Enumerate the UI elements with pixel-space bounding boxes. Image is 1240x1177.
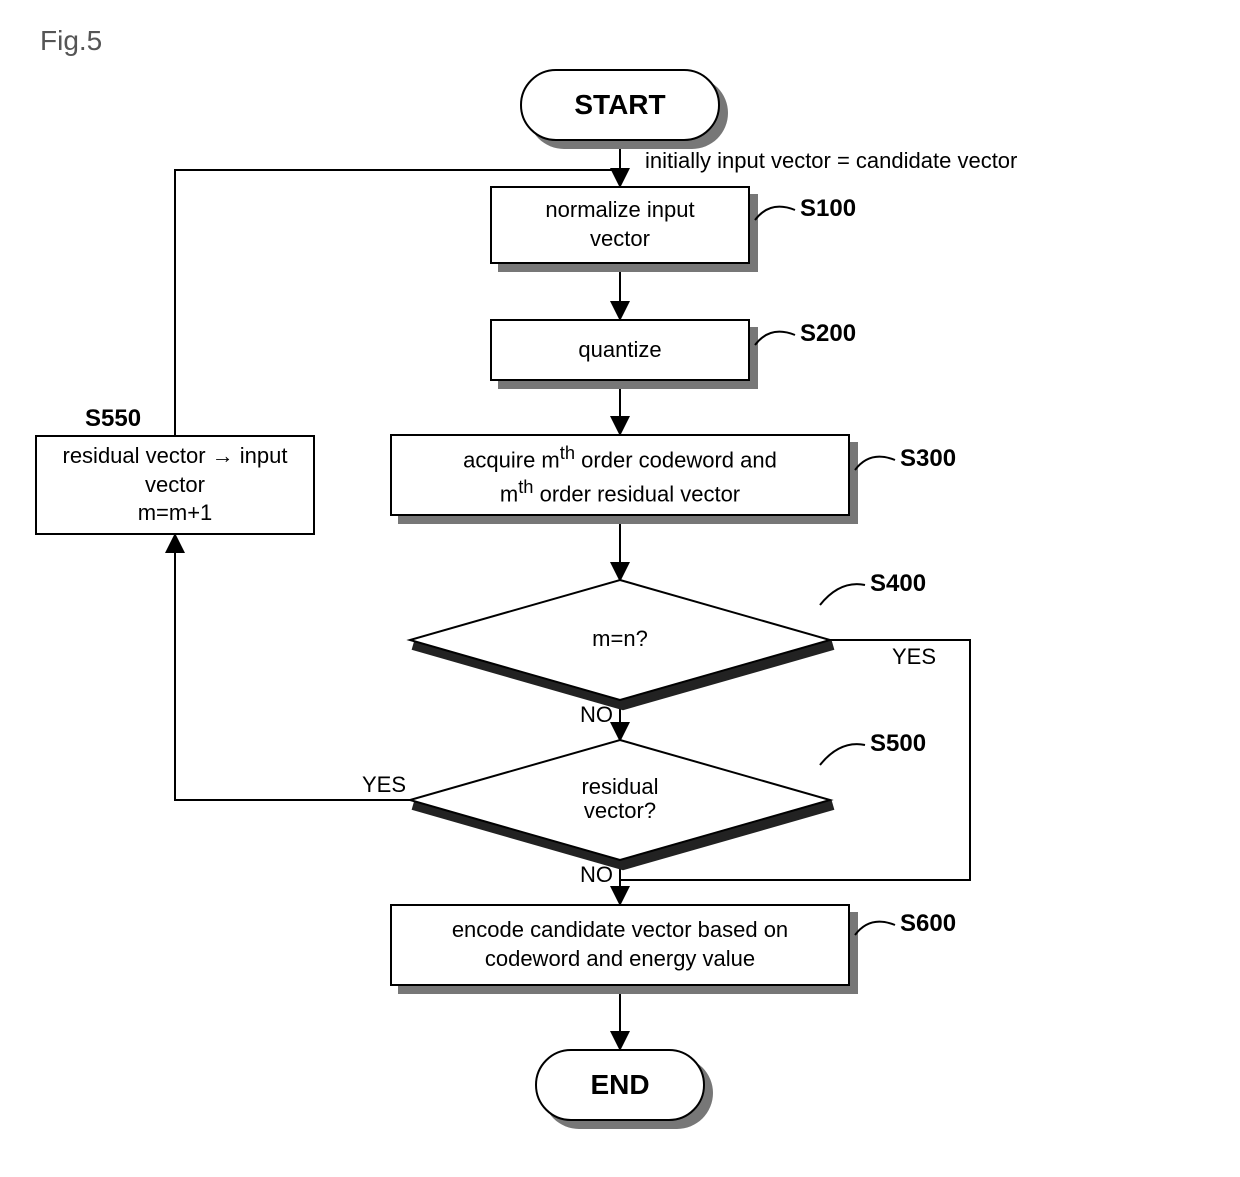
s200-process: quantize xyxy=(490,319,750,381)
s100-process: normalize inputvector xyxy=(490,186,750,264)
s550-label: S550 xyxy=(85,405,141,433)
s200-label: S200 xyxy=(800,320,856,348)
flowchart-canvas: Fig.5 m=n? residualvector? START normaliz… xyxy=(0,0,1240,1177)
initial-annotation: initially input vector = candidate vecto… xyxy=(645,148,1017,174)
edges-layer: m=n? residualvector? xyxy=(0,0,1240,1177)
s500-yes-label: YES xyxy=(362,772,406,798)
s550-process: residual vector → inputvectorm=m+1 xyxy=(35,435,315,535)
s550-text: residual vector → inputvectorm=m+1 xyxy=(63,442,288,528)
s300-process: acquire mth order codeword andmth order … xyxy=(390,434,850,516)
svg-text:vector?: vector? xyxy=(584,798,656,823)
s600-label: S600 xyxy=(900,910,956,938)
s100-text: normalize inputvector xyxy=(545,196,694,253)
s600-process: encode candidate vector based oncodeword… xyxy=(390,904,850,986)
s500-no-label: NO xyxy=(580,862,613,888)
start-terminal: START xyxy=(520,69,720,141)
start-text: START xyxy=(574,89,665,121)
figure-label: Fig.5 xyxy=(40,25,102,57)
s400-yes-label: YES xyxy=(892,644,936,670)
s300-text: acquire mth order codeword andmth order … xyxy=(463,441,777,509)
end-terminal: END xyxy=(535,1049,705,1121)
squiggle-layer xyxy=(0,0,1240,1177)
s400-label: S400 xyxy=(870,570,926,598)
svg-text:m=n?: m=n? xyxy=(592,626,648,651)
s600-text: encode candidate vector based oncodeword… xyxy=(452,916,788,973)
s500-label: S500 xyxy=(870,730,926,758)
s400-no-label: NO xyxy=(580,702,613,728)
s100-label: S100 xyxy=(800,195,856,223)
s200-text: quantize xyxy=(578,336,661,365)
end-text: END xyxy=(590,1069,649,1101)
svg-text:residual: residual xyxy=(581,774,658,799)
s300-label: S300 xyxy=(900,445,956,473)
